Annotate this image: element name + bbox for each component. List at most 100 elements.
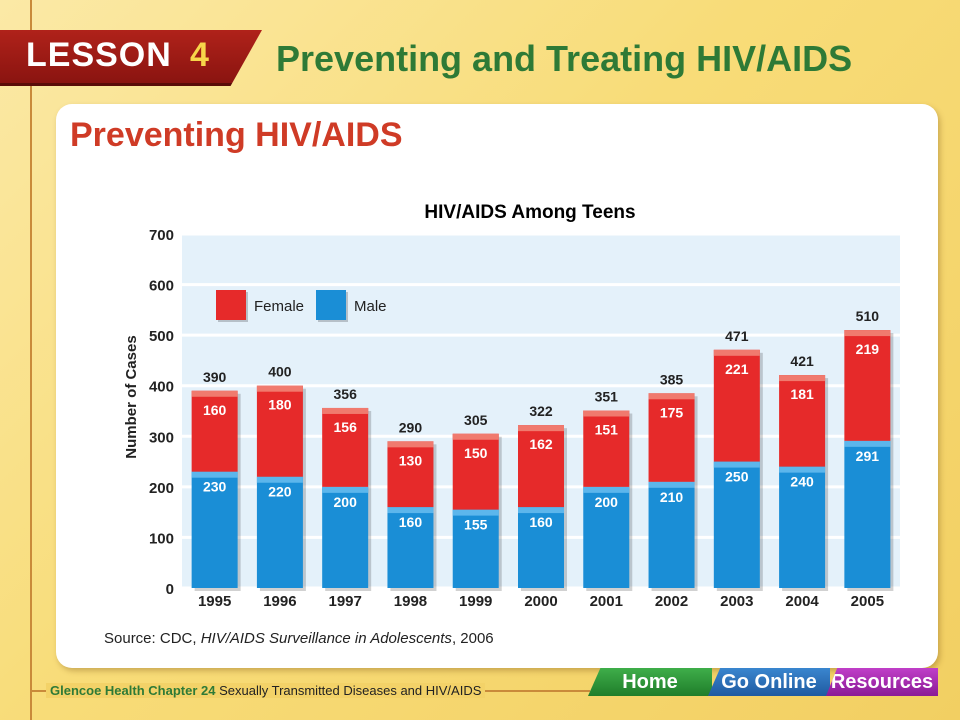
bar-male-cap [844, 440, 891, 447]
bar-male-cap [256, 476, 303, 483]
bar-male [583, 486, 630, 588]
value-label-female: 175 [660, 404, 684, 420]
bar-male [648, 481, 695, 588]
value-label-male: 220 [268, 484, 292, 500]
bar-male [322, 486, 369, 588]
value-label-total: 385 [660, 371, 684, 387]
value-label-total: 290 [399, 419, 423, 435]
bar-female [713, 349, 760, 462]
x-tick-label: 1997 [328, 593, 361, 610]
go-online-button[interactable]: Go Online [708, 668, 830, 696]
y-tick-label: 100 [149, 530, 174, 547]
bar-female-cap [387, 441, 434, 448]
left-margin-rule [30, 0, 32, 720]
value-label-male: 155 [464, 517, 488, 533]
bar-female-cap [583, 410, 630, 417]
value-label-total: 471 [725, 328, 749, 344]
value-label-male: 200 [334, 494, 358, 510]
bar-male-cap [713, 461, 760, 468]
chart-source: Source: CDC, HIV/AIDS Surveillance in Ad… [104, 630, 494, 647]
legend-swatch [316, 290, 346, 320]
bar-male-cap [518, 507, 564, 514]
resources-button[interactable]: Resources [826, 668, 938, 696]
x-tick-label: 2002 [655, 593, 688, 610]
x-tick-label: 1998 [394, 593, 427, 610]
value-label-female: 160 [203, 402, 227, 418]
bar-female [191, 390, 238, 472]
bar-female-cap [518, 425, 564, 432]
bar-male-cap [583, 486, 630, 493]
bar-female-cap [713, 349, 760, 356]
bar-male [713, 461, 760, 588]
bar-female [256, 385, 303, 477]
x-tick-label: 2001 [590, 593, 623, 610]
bar-male [844, 440, 891, 588]
legend-label: Male [354, 298, 387, 315]
x-tick-label: 2005 [851, 593, 884, 610]
bar-female [322, 407, 369, 487]
value-label-female: 151 [595, 421, 619, 437]
value-label-total: 322 [529, 403, 553, 419]
lesson-title: Preventing and Treating HIV/AIDS [276, 38, 853, 79]
home-button[interactable]: Home [588, 668, 712, 696]
lesson-label: LESSON [26, 36, 172, 74]
x-tick-label: 2000 [524, 593, 557, 610]
bar-male [387, 507, 434, 588]
lesson-tab [0, 30, 262, 86]
legend-swatch [216, 290, 246, 320]
bar-female-cap [779, 375, 826, 382]
bar-male [191, 471, 238, 588]
y-tick-label: 600 [149, 278, 174, 295]
value-label-male: 240 [790, 474, 814, 490]
value-label-male: 160 [399, 514, 423, 530]
bar-female [648, 393, 695, 482]
section-title: Preventing HIV/AIDS [70, 116, 403, 154]
value-label-male: 200 [595, 494, 619, 510]
lesson-number: 4 [190, 36, 209, 74]
bar-male-cap [779, 466, 826, 473]
value-label-total: 510 [856, 308, 880, 324]
bar-female-cap [648, 393, 695, 400]
bar-male-cap [452, 509, 499, 516]
bar-male [518, 507, 564, 588]
x-tick-label: 1996 [263, 593, 296, 610]
bar-male-cap [322, 486, 369, 493]
value-label-female: 181 [790, 386, 814, 402]
footer-chapter-title: Sexually Transmitted Diseases and HIV/AI… [219, 683, 482, 698]
x-tick-label: 2003 [720, 593, 753, 610]
value-label-total: 351 [595, 388, 619, 404]
value-label-female: 219 [856, 341, 880, 357]
value-label-male: 250 [725, 469, 749, 485]
value-label-male: 230 [203, 479, 227, 495]
bar-male [779, 466, 826, 588]
value-label-female: 221 [725, 361, 749, 377]
bar-male-cap [191, 471, 238, 478]
value-label-male: 291 [856, 448, 880, 464]
value-label-total: 356 [334, 386, 358, 402]
footer-brand: Glencoe Health [50, 683, 145, 698]
footer-chapter: Chapter 24 [148, 683, 216, 698]
value-label-total: 390 [203, 369, 227, 385]
footer-credit: Glencoe Health Chapter 24 Sexually Trans… [46, 683, 486, 698]
value-label-female: 180 [268, 397, 292, 413]
chart-title: HIV/AIDS Among Teens [424, 202, 635, 223]
y-tick-label: 0 [166, 581, 174, 598]
value-label-total: 400 [268, 364, 292, 380]
bar-female [518, 425, 564, 508]
bar-female-cap [256, 385, 303, 392]
bar-female [387, 441, 434, 508]
x-tick-label: 2004 [785, 593, 819, 610]
bar-female [452, 433, 499, 510]
value-label-female: 130 [399, 452, 423, 468]
value-label-female: 156 [334, 419, 358, 435]
bar-male [452, 509, 499, 588]
y-tick-label: 700 [149, 227, 174, 244]
x-tick-label: 1999 [459, 593, 492, 610]
bar-female-cap [844, 330, 891, 337]
bar-female-cap [322, 407, 369, 414]
value-label-male: 210 [660, 489, 684, 505]
value-label-total: 421 [790, 353, 814, 369]
bar-female [583, 410, 630, 487]
y-tick-label: 400 [149, 379, 174, 396]
